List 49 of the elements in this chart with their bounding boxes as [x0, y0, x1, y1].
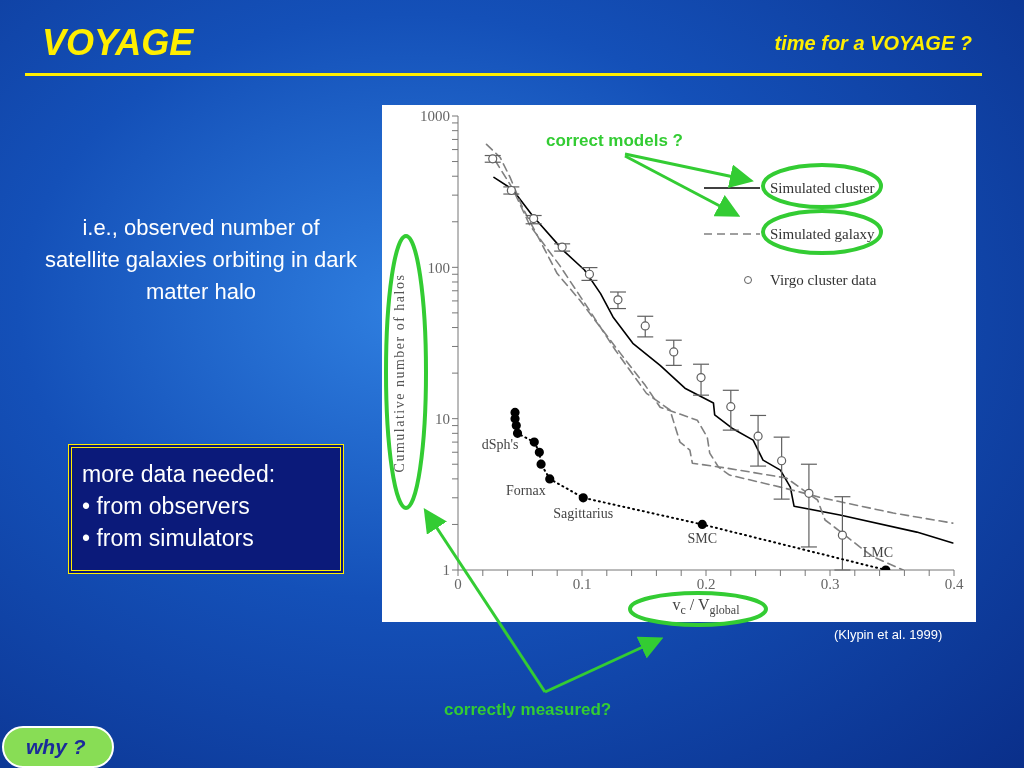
point [488, 154, 498, 164]
x-tick-label: 0.1 [572, 575, 592, 592]
legend-label: Virgo cluster data [770, 271, 877, 289]
text: why ? [26, 734, 86, 760]
point [534, 447, 544, 457]
annotation: LMC [862, 545, 893, 560]
point [696, 372, 706, 383]
x-tick-label: 0.3 [820, 575, 840, 592]
y-tick-label: 10 [435, 410, 450, 427]
point [557, 242, 567, 252]
text: i.e., observed number of satellite galaxies orbiting in dark matter halo [44, 214, 358, 306]
point [837, 530, 847, 540]
annotation: correct models ? [546, 131, 683, 152]
point [529, 213, 539, 224]
x-tick-label: 0 [454, 575, 462, 592]
point [697, 519, 707, 530]
point [545, 474, 555, 484]
point [511, 420, 521, 431]
legend-label: Simulated cluster [770, 179, 875, 197]
y-axis-title: Cumulative number of halos [392, 273, 407, 473]
y-tick-label: 1000 [420, 108, 450, 125]
point [753, 431, 763, 441]
point [726, 402, 736, 412]
text: more data needed: • from observers • from simulators [82, 460, 276, 554]
y-tick-label: 1 [442, 562, 450, 579]
text: correctly measured? [444, 700, 612, 721]
legend-label: Simulated galaxy [770, 225, 875, 243]
x-tick-label: 0.4 [944, 575, 964, 592]
point [578, 493, 588, 503]
point [529, 437, 539, 447]
annotation: Sagittarius [553, 505, 614, 521]
point [804, 488, 814, 498]
annotation: dSph's [481, 437, 519, 453]
annotation: SMC [687, 531, 718, 547]
text: (Klypin et al. 1999) [834, 627, 943, 643]
point [506, 185, 516, 196]
point [512, 428, 523, 438]
annotation: Fornax [506, 482, 546, 498]
point [640, 321, 650, 331]
x-tick-label: 0.2 [696, 575, 716, 592]
point [669, 347, 679, 357]
text: VOYAGE [42, 22, 194, 64]
y-tick-label: 100 [427, 259, 450, 276]
x-axis-title: v$_{c}$ / V$_{global}$ [672, 596, 741, 617]
point [536, 459, 546, 469]
point [584, 269, 595, 279]
chart-subtitle: time for a VOYAGE ? [774, 32, 972, 55]
point [777, 456, 787, 466]
point [613, 295, 623, 305]
